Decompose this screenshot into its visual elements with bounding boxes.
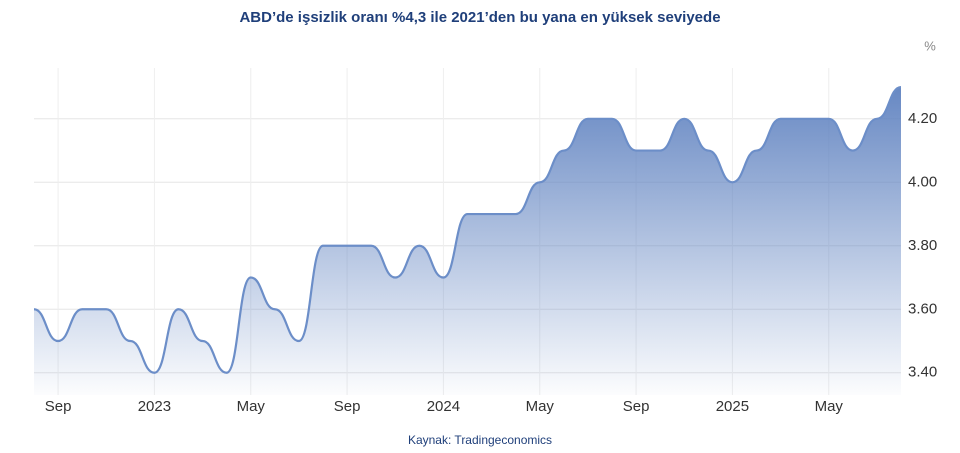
x-tick-label: 2023 <box>138 398 171 415</box>
y-tick-label: 4.20 <box>908 110 937 127</box>
line <box>33 85 902 374</box>
x-tick-label: Sep <box>334 398 361 415</box>
x-tick-label: Sep <box>623 398 650 415</box>
y-unit: % <box>924 38 936 53</box>
chart-title: ABD’de işsizlik oranı %4,3 ile 2021’den … <box>239 9 720 26</box>
x-tick-label: May <box>815 398 844 415</box>
x-tick-label: Sep <box>45 398 72 415</box>
x-tick-label: May <box>526 398 555 415</box>
y-tick-label: 3.60 <box>908 300 937 317</box>
y-tick-label: 4.00 <box>908 173 937 190</box>
x-tick-label: May <box>237 398 266 415</box>
x-tick-label: 2024 <box>427 398 460 415</box>
y-tick-label: 3.40 <box>908 364 937 381</box>
area-fill <box>34 87 901 395</box>
x-tick-label: 2025 <box>716 398 749 415</box>
source: Kaynak: Tradingeconomics <box>408 433 552 447</box>
y-tick-label: 3.80 <box>908 237 937 254</box>
